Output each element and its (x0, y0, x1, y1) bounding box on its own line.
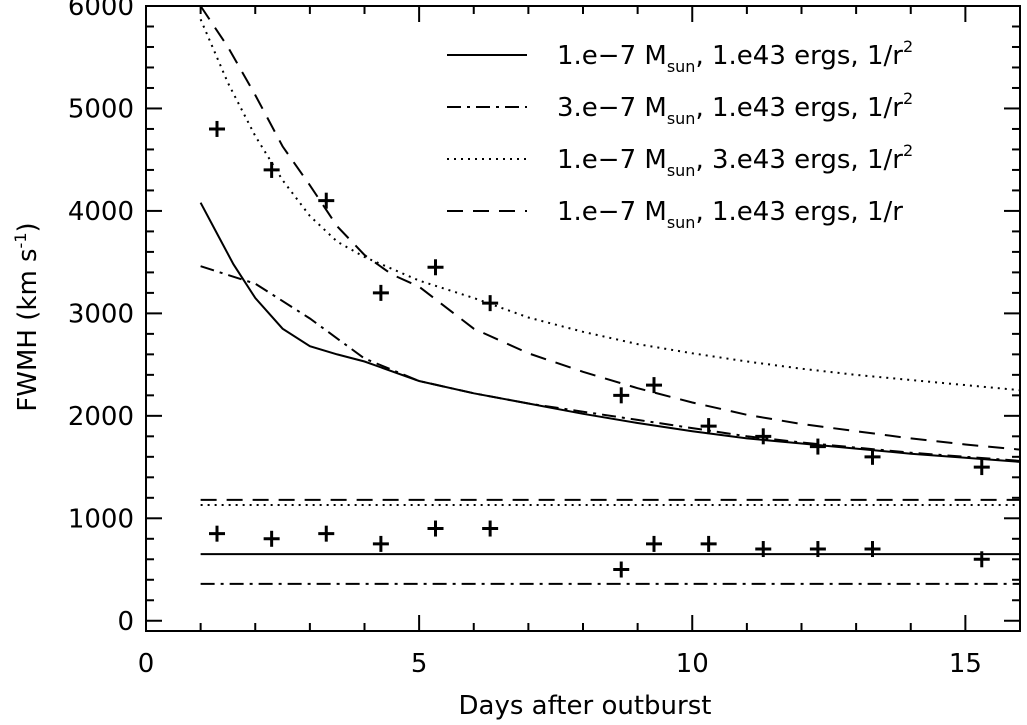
data-point-narrow (973, 551, 990, 568)
legend-label: 3.e−7 Msun, 1.e43 ergs, 1/r2 (557, 89, 913, 128)
data-point-narrow (646, 535, 663, 552)
legend-label-subscript: sun (667, 161, 696, 180)
y-tick-label: 2000 (68, 402, 134, 432)
data-point-broad (755, 428, 772, 445)
data-point-narrow (482, 520, 499, 537)
legend-label-rest: , 1.e43 ergs, 1/r (695, 197, 903, 227)
data-point-narrow (700, 535, 717, 552)
data-point-narrow (613, 561, 630, 578)
data-point-narrow (372, 535, 389, 552)
legend-label-main: 1.e−7 M (557, 41, 667, 71)
y-tick-label: 4000 (68, 197, 134, 227)
data-point-broad (613, 387, 630, 404)
series-line-dashed (199, 5, 1021, 451)
legend-label-superscript: 2 (903, 37, 913, 56)
y-axis-title: FWMH (km s-1) (11, 222, 43, 411)
data-point-narrow (809, 541, 826, 558)
x-axis-title: Days after outburst (459, 691, 712, 721)
y-axis-title-close: ) (13, 222, 43, 232)
data-point-broad (646, 377, 663, 394)
data-point-broad (482, 295, 499, 312)
data-point-broad (209, 120, 226, 137)
legend-label-main: 1.e−7 M (557, 145, 667, 175)
legend-label-main: 1.e−7 M (557, 197, 667, 227)
data-point-broad (427, 259, 444, 276)
legend-label-subscript: sun (667, 57, 696, 76)
legend-label-rest: , 1.e43 ergs, 1/r (695, 41, 903, 71)
data-point-broad (372, 284, 389, 301)
data-point-narrow (209, 525, 226, 542)
legend-label-subscript: sun (667, 109, 696, 128)
data-point-narrow (263, 530, 280, 547)
x-tick-label: 0 (138, 649, 155, 679)
data-point-broad (263, 161, 280, 178)
series-line-dotted (199, 18, 1021, 392)
axes-layer: 0 5 10 15 0 1000 2000 3000 4000 5000 6000 (68, 0, 1021, 679)
x-tick-label: 10 (676, 649, 709, 679)
data-point-narrow (427, 520, 444, 537)
y-axis-title-main: FWMH (km s (13, 248, 43, 411)
y-tick-label: 1000 (68, 504, 134, 534)
data-point-narrow (318, 525, 335, 542)
legend-label-subscript: sun (667, 213, 696, 232)
legend-label: 1.e−7 Msun, 1.e43 ergs, 1/r2 (557, 37, 913, 76)
legend-label-main: 3.e−7 M (557, 93, 667, 123)
data-point-narrow (864, 541, 881, 558)
data-point-narrow (755, 541, 772, 558)
data-point-broad (973, 459, 990, 476)
data-point-broad (864, 448, 881, 465)
legend-label-superscript: 2 (903, 141, 913, 160)
series-layer (199, 5, 1021, 585)
legend-label-superscript: 2 (903, 89, 913, 108)
legend: 1.e−7 Msun, 1.e43 ergs, 1/r23.e−7 Msun, … (447, 37, 913, 232)
series-line-solid (199, 202, 1021, 463)
y-axis-title-exponent: -1 (11, 232, 30, 248)
points-layer (209, 120, 990, 578)
legend-label-rest: , 3.e43 ergs, 1/r (695, 145, 903, 175)
x-tick-label: 5 (411, 649, 428, 679)
data-point-broad (809, 438, 826, 455)
y-tick-label: 0 (117, 607, 134, 637)
data-point-broad (700, 418, 717, 435)
legend-label-rest: , 1.e43 ergs, 1/r (695, 93, 903, 123)
x-tick-label: 15 (949, 649, 982, 679)
y-tick-label: 6000 (68, 0, 134, 22)
y-tick-label: 3000 (68, 299, 134, 329)
legend-label: 1.e−7 Msun, 3.e43 ergs, 1/r2 (557, 141, 913, 180)
legend-label: 1.e−7 Msun, 1.e43 ergs, 1/r (557, 197, 903, 232)
y-tick-label: 5000 (68, 94, 134, 124)
data-point-broad (318, 192, 335, 209)
series-line-dashdot (200, 265, 1021, 462)
